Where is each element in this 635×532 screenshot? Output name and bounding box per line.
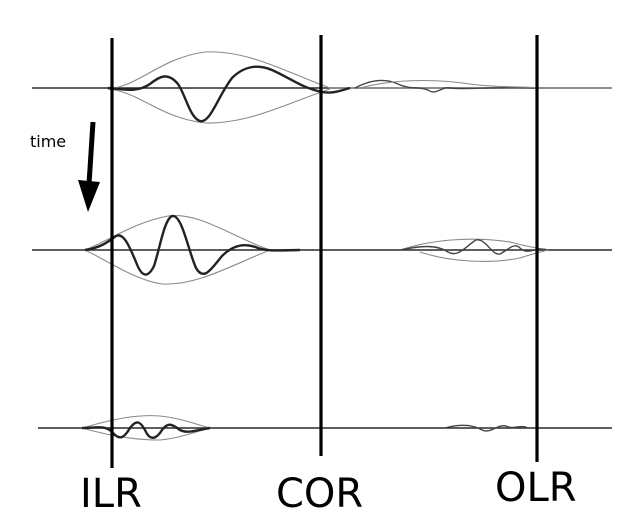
- olr-label: OLR: [495, 465, 577, 511]
- trace-2-small-envelope: [399, 238, 549, 251]
- trace-1-small-envelope: [359, 79, 541, 89]
- trace-3-upper-envelope: [81, 415, 211, 429]
- trace-2-upper-envelope: [84, 215, 271, 251]
- ilr-label: ILR: [80, 471, 142, 517]
- trace-3: [38, 415, 612, 441]
- trace-1-small-packet: [354, 79, 536, 93]
- time-arrow-shaft: [86, 121, 96, 185]
- trace-2-lower-envelope: [84, 249, 271, 285]
- time-arrow-head: [78, 180, 100, 212]
- trace-1-wave-packet: [107, 65, 351, 123]
- trace-2-wave-packet: [84, 214, 301, 276]
- trace-2-small-packet: [399, 239, 549, 255]
- trace-3-wave-packet: [81, 421, 211, 439]
- trace-3-small-packet: [444, 424, 529, 432]
- trace-1-upper-envelope: [107, 51, 612, 90]
- trace-2-small-lower-envelope: [419, 249, 549, 262]
- trace-3-lower-envelope: [81, 427, 211, 441]
- time-arrow: [78, 121, 100, 212]
- cor-label: COR: [276, 471, 363, 517]
- time-label: time: [30, 132, 66, 151]
- trace-1-lower-envelope: [107, 88, 331, 124]
